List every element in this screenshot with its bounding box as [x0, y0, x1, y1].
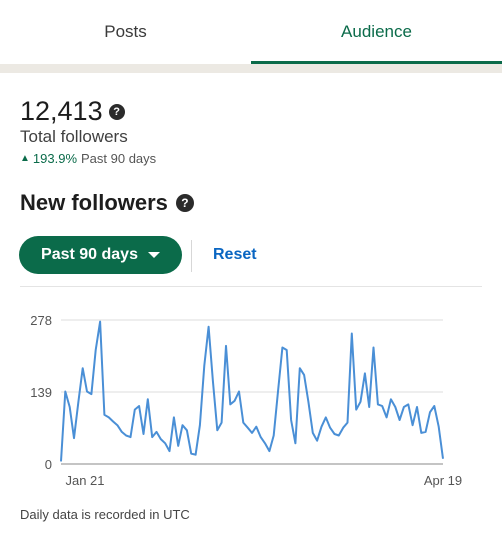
- new-followers-title: New followers: [20, 190, 168, 215]
- reset-button[interactable]: Reset: [213, 246, 257, 263]
- x-tick-label: Jan 21: [65, 473, 104, 488]
- section-divider: [0, 64, 502, 73]
- new-followers-line-chart: 0 139 278 Jan 21 Apr 19: [30, 313, 462, 488]
- divider: [20, 286, 482, 287]
- y-tick-label: 0: [45, 457, 52, 472]
- help-icon[interactable]: ?: [175, 194, 194, 212]
- tab-bar: Posts Audience: [0, 0, 502, 64]
- help-icon[interactable]: ?: [108, 103, 125, 120]
- date-range-label: Past 90 days: [41, 246, 138, 263]
- x-tick-label: Apr 19: [424, 473, 462, 488]
- tab-posts[interactable]: Posts: [104, 22, 147, 41]
- up-arrow-icon: ▲: [20, 153, 30, 164]
- divider: [191, 240, 192, 272]
- footer-note: Daily data is recorded in UTC: [20, 507, 190, 522]
- chevron-down-icon: [147, 252, 160, 258]
- total-followers-value: 12,413: [20, 96, 103, 126]
- total-followers-label: Total followers: [20, 127, 128, 146]
- growth-indicator: ▲ 193.9% Past 90 days: [20, 151, 156, 166]
- tab-audience[interactable]: Audience: [251, 0, 502, 64]
- y-tick-label: 139: [30, 385, 52, 400]
- growth-percent: 193.9%: [32, 151, 77, 166]
- series-line: [60, 320, 444, 462]
- growth-period: Past 90 days: [81, 151, 157, 166]
- total-followers-count: 12,413 ?: [20, 96, 125, 127]
- section-title: New followers ?: [20, 190, 194, 216]
- date-range-dropdown[interactable]: Past 90 days: [19, 236, 182, 274]
- y-tick-label: 278: [30, 313, 52, 328]
